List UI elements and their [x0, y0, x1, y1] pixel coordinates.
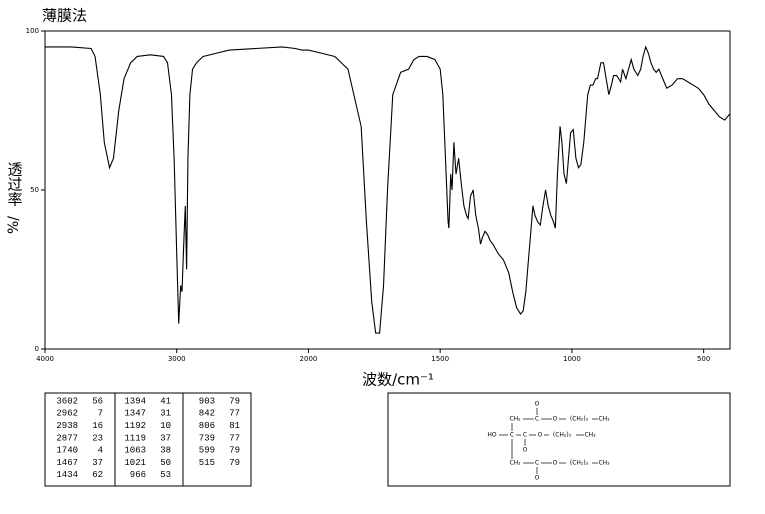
peak-transmittance: 41	[160, 396, 171, 406]
atom-label: O	[553, 416, 558, 423]
peak-wavenumber: 1434	[56, 470, 78, 480]
peak-transmittance: 37	[160, 433, 171, 443]
atom-label: (CH₂)₃	[553, 432, 572, 439]
atom-label: O	[523, 447, 528, 454]
y-tick-label: 0	[35, 345, 39, 353]
peak-wavenumber: 3602	[56, 396, 78, 406]
atom-label: (CH₂)₃	[570, 416, 589, 423]
peak-wavenumber: 1119	[124, 433, 146, 443]
atom-label: C	[535, 460, 539, 467]
peak-transmittance: 10	[160, 421, 171, 431]
atom-label: O	[538, 432, 543, 439]
atom-label: O	[535, 475, 540, 482]
peak-wavenumber: 903	[199, 396, 215, 406]
peak-wavenumber: 1394	[124, 396, 146, 406]
x-tick-label: 500	[697, 355, 710, 363]
peak-wavenumber: 842	[199, 409, 215, 419]
peak-wavenumber: 1021	[124, 458, 146, 468]
peak-transmittance: 79	[229, 446, 240, 456]
x-tick-label: 1500	[431, 355, 449, 363]
peak-transmittance: 62	[92, 470, 103, 480]
peak-wavenumber: 966	[130, 470, 146, 480]
peak-transmittance: 37	[92, 458, 103, 468]
peak-transmittance: 4	[98, 446, 103, 456]
peak-transmittance: 7	[98, 409, 103, 419]
peak-wavenumber: 806	[199, 421, 215, 431]
x-tick-label: 3000	[168, 355, 186, 363]
peak-wavenumber: 2962	[56, 409, 78, 419]
atom-label: CH₃	[598, 416, 610, 423]
y-tick-label: 100	[26, 27, 39, 35]
peak-wavenumber: 2877	[56, 433, 78, 443]
peak-transmittance: 79	[229, 458, 240, 468]
peak-transmittance: 16	[92, 421, 103, 431]
peak-transmittance: 77	[229, 433, 240, 443]
atom-label: O	[535, 401, 540, 408]
x-axis-label: 波数/cm⁻¹	[362, 371, 434, 389]
atom-label: C	[523, 432, 527, 439]
peak-wavenumber: 2938	[56, 421, 78, 431]
atom-label: C	[535, 416, 539, 423]
x-tick-label: 1000	[563, 355, 581, 363]
atom-label: HO	[487, 432, 497, 439]
atom-label: CH₂	[509, 460, 521, 467]
peak-transmittance: 56	[92, 396, 103, 406]
y-axis-unit: %/	[6, 216, 22, 234]
peak-transmittance: 38	[160, 446, 171, 456]
atom-label: CH₂	[509, 416, 521, 423]
peak-wavenumber: 599	[199, 446, 215, 456]
peak-wavenumber: 1347	[124, 409, 146, 419]
y-tick-label: 50	[30, 186, 39, 194]
atom-label: CH₃	[598, 460, 610, 467]
peak-wavenumber: 1740	[56, 446, 78, 456]
atom-label: C	[510, 432, 514, 439]
atom-label: CH₃	[584, 432, 596, 439]
chart-title: 薄膜法	[42, 7, 87, 25]
x-tick-label: 2000	[300, 355, 318, 363]
peak-wavenumber: 739	[199, 433, 215, 443]
spectrum-line	[45, 45, 731, 334]
structure-frame	[387, 392, 731, 487]
atom-label: (CH₂)₃	[570, 460, 589, 467]
peak-wavenumber: 1467	[56, 458, 78, 468]
peak-transmittance: 79	[229, 396, 240, 406]
peak-transmittance: 81	[229, 421, 240, 431]
peak-wavenumber: 1192	[124, 421, 146, 431]
peak-transmittance: 53	[160, 470, 171, 480]
peak-wavenumber: 1063	[124, 446, 146, 456]
peak-transmittance: 31	[160, 409, 171, 419]
peak-transmittance: 77	[229, 409, 240, 419]
peak-transmittance: 23	[92, 433, 103, 443]
y-axis-label: 透过率	[6, 162, 24, 207]
x-tick-label: 4000	[36, 355, 54, 363]
peak-transmittance: 50	[160, 458, 171, 468]
peak-wavenumber: 515	[199, 458, 215, 468]
peak-table-frame	[44, 392, 252, 487]
atom-label: O	[553, 460, 558, 467]
